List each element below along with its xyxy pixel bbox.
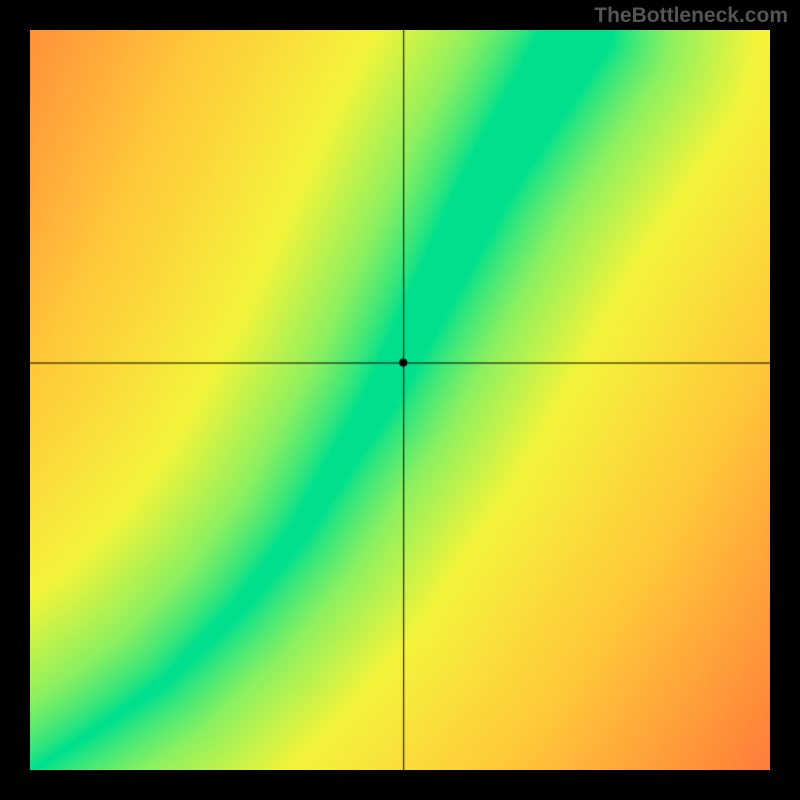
- heatmap-canvas: [30, 30, 770, 770]
- bottleneck-heatmap-container: TheBottleneck.com: [0, 0, 800, 800]
- watermark-text: TheBottleneck.com: [594, 4, 788, 28]
